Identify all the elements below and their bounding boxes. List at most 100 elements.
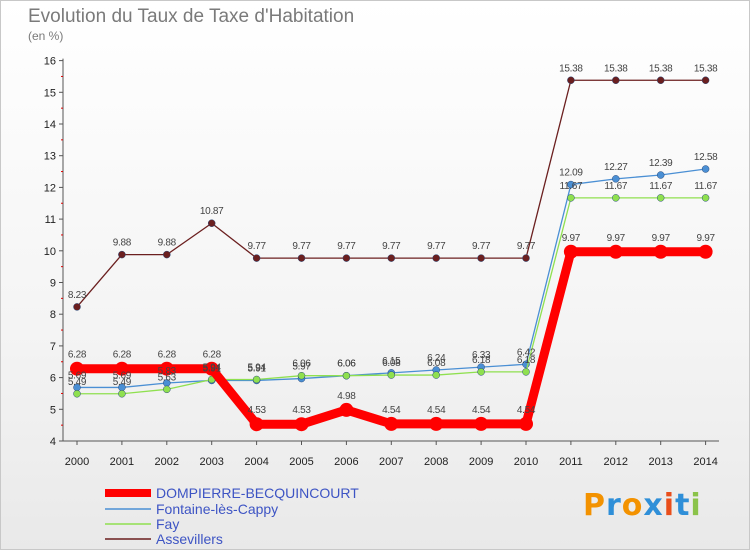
data-label: 4.54 (517, 405, 536, 416)
y-tick-label: 10 (44, 246, 56, 258)
data-point (387, 371, 396, 379)
data-label: 6.08 (382, 358, 401, 369)
x-tick-label: 2005 (289, 456, 313, 468)
data-point (73, 390, 81, 398)
chart-unit: (en %) (28, 29, 64, 43)
data-point (249, 417, 264, 432)
x-tick-label: 2004 (244, 456, 268, 468)
data-label: 4.54 (382, 405, 401, 416)
data-point (563, 244, 578, 259)
data-label: 11.67 (694, 181, 718, 192)
data-label: 15.38 (649, 63, 673, 74)
x-tick-label: 2007 (379, 456, 403, 468)
data-label: 12.39 (649, 158, 673, 169)
data-point (522, 254, 530, 262)
data-label: 9.97 (696, 233, 715, 244)
data-point (114, 361, 129, 376)
data-label: 6.15 (382, 356, 401, 367)
data-label: 9.97 (562, 233, 581, 244)
data-label: 5.83 (158, 366, 177, 377)
data-point (163, 250, 171, 259)
data-label: 5.91 (203, 363, 222, 374)
data-label: 6.06 (337, 359, 356, 370)
data-label: 9.77 (382, 241, 401, 252)
y-tick-label: 9 (50, 278, 56, 290)
data-point (656, 76, 665, 85)
legend-label: Assevillers (156, 531, 223, 547)
data-label: 4.98 (337, 391, 356, 402)
x-tick-label: 2006 (334, 456, 358, 468)
data-label: 6.18 (517, 355, 536, 366)
data-label: 4.53 (247, 405, 266, 416)
data-label: 11.67 (560, 181, 584, 192)
data-label: 6.24 (427, 353, 446, 364)
y-tick-label: 8 (50, 309, 56, 321)
series-line-0 (72, 247, 711, 429)
y-tick-label: 13 (44, 151, 56, 163)
data-label: 5.49 (68, 377, 87, 388)
chart-title: Evolution du Taux de Taxe d'Habitation (28, 6, 355, 27)
data-point (612, 194, 620, 202)
x-tick-label: 2003 (199, 456, 223, 468)
y-tick-label: 6 (50, 373, 56, 385)
data-point (252, 254, 261, 262)
data-point (474, 416, 489, 431)
data-point (608, 244, 623, 259)
data-label: 9.77 (337, 241, 356, 252)
data-point (387, 254, 396, 262)
data-point (342, 254, 351, 262)
data-point (701, 194, 710, 202)
legend-label: DOMPIERRE-BECQUINCOURT (156, 485, 359, 501)
data-label: 9.97 (607, 233, 626, 244)
data-label: 8.23 (68, 290, 87, 301)
proxiti-logo: Proxiti (583, 488, 702, 523)
data-point (612, 175, 620, 183)
data-label: 9.77 (247, 241, 266, 252)
data-point (429, 416, 444, 431)
data-point (656, 171, 665, 179)
x-tick-label: 2013 (648, 456, 672, 468)
data-point (701, 76, 710, 85)
data-point (297, 371, 306, 380)
data-label: 12.09 (559, 168, 583, 179)
data-point (294, 417, 309, 432)
data-label: 9.77 (517, 241, 536, 252)
data-point (207, 219, 216, 227)
data-point (339, 402, 354, 417)
y-tick-label: 7 (50, 341, 56, 353)
series-line-3 (76, 79, 707, 308)
data-point (698, 244, 713, 259)
data-label: 5.63 (158, 372, 177, 383)
y-tick-label: 15 (44, 87, 56, 99)
data-label: 6.28 (158, 350, 177, 361)
data-point (522, 368, 530, 376)
data-point (519, 416, 533, 431)
x-tick-label: 2009 (469, 456, 493, 468)
data-label: 15.38 (694, 63, 718, 74)
y-tick-label: 11 (45, 214, 56, 226)
data-label: 11.67 (604, 181, 628, 192)
data-point (297, 254, 306, 262)
x-tick-label: 2011 (559, 456, 583, 468)
data-label: 5.94 (203, 363, 222, 374)
data-label: 9.77 (427, 241, 446, 252)
data-label: 6.28 (113, 350, 132, 361)
data-point (656, 194, 665, 202)
data-label: 9.77 (472, 241, 491, 252)
data-point (118, 390, 126, 398)
data-label: 5.91 (247, 363, 266, 374)
data-label: 6.06 (337, 359, 356, 370)
data-label: 4.54 (472, 405, 491, 416)
y-tick-label: 12 (44, 182, 56, 194)
data-point (477, 254, 485, 262)
data-point (567, 180, 575, 189)
data-label: 9.97 (652, 233, 671, 244)
data-point (567, 76, 575, 85)
data-point (701, 165, 710, 173)
data-point (73, 303, 81, 311)
data-point (612, 76, 620, 85)
data-label: 5.97 (292, 362, 311, 373)
data-label: 12.58 (694, 152, 718, 163)
